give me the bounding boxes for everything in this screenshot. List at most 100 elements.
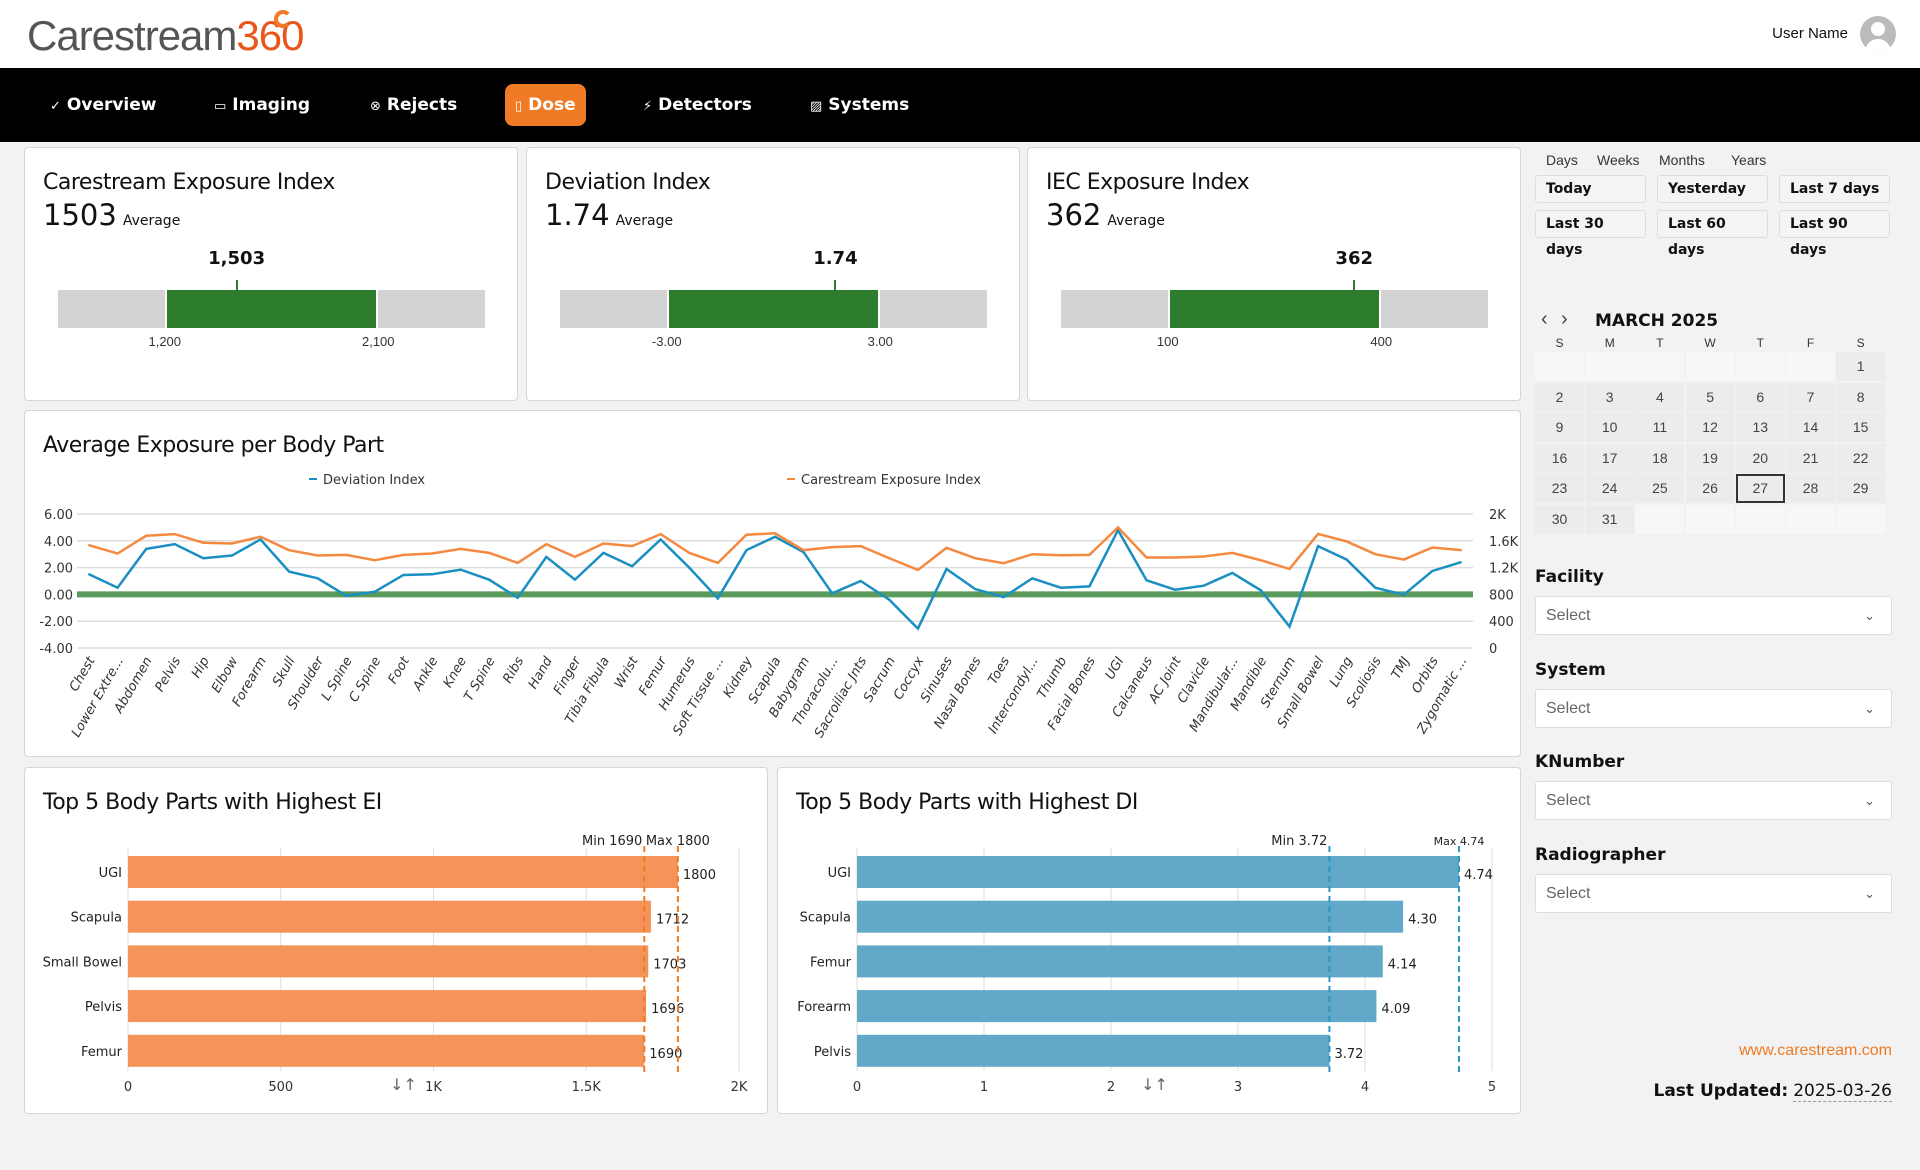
quick-range-button[interactable]: Last 60 days [1657, 210, 1768, 258]
chevron-down-icon: ⌄ [1864, 608, 1875, 623]
radiographer-select[interactable]: Select ⌄ [1535, 874, 1892, 913]
x-axis-label: Foot [386, 654, 414, 687]
calendar-day[interactable]: 18 [1635, 443, 1685, 473]
bar[interactable] [857, 990, 1377, 1023]
calendar-day[interactable]: 26 [1685, 474, 1735, 504]
calendar-day[interactable]: 9 [1535, 413, 1584, 443]
gauge-high-label: 3.00 [867, 334, 893, 349]
user-name[interactable]: User Name [1772, 25, 1848, 42]
systems-icon: ▨ [810, 99, 823, 114]
calendar-day[interactable]: 30 [1535, 505, 1584, 534]
period-tab-years[interactable]: Years [1731, 152, 1767, 168]
calendar-day[interactable]: 29 [1836, 474, 1886, 504]
data-point [573, 578, 576, 581]
data-point [459, 568, 462, 571]
nav-tab-rejects[interactable]: ⊗ Rejects [360, 84, 467, 126]
quick-range-button[interactable]: Last 7 days [1779, 175, 1890, 203]
calendar-day[interactable]: 2 [1535, 382, 1584, 412]
calendar-day[interactable]: 4 [1635, 382, 1685, 412]
calendar-day-name: T [1656, 336, 1664, 350]
avatar-icon[interactable] [1860, 16, 1896, 52]
calendar-day[interactable]: 23 [1535, 474, 1584, 504]
quick-range-button[interactable]: Last 30 days [1535, 210, 1646, 258]
right-axis-tick: 2K [1489, 508, 1506, 523]
kpi-title: IEC Exposure Index [1046, 170, 1250, 195]
nav-tab-dose[interactable]: ▯ Dose [505, 84, 586, 126]
quick-range-button[interactable]: Today [1535, 175, 1646, 203]
calendar-day[interactable]: 3 [1585, 382, 1635, 412]
sort-icon[interactable]: ↓↑ [1141, 1075, 1168, 1094]
calendar-day[interactable]: 17 [1585, 443, 1635, 473]
calendar-day[interactable]: 21 [1786, 443, 1835, 473]
calendar-next-icon[interactable]: › [1561, 308, 1568, 330]
quick-range-button[interactable]: Last 90 days [1779, 210, 1890, 258]
bar[interactable] [128, 945, 649, 978]
calendar-day[interactable]: 15 [1836, 413, 1886, 443]
knumber-select[interactable]: Select ⌄ [1535, 781, 1892, 820]
nav-tab-imaging[interactable]: ▭ Imaging [204, 84, 320, 126]
facility-select[interactable]: Select ⌄ [1535, 596, 1892, 635]
calendar-day[interactable]: 24 [1585, 474, 1635, 504]
nav-tab-label: Overview [66, 95, 157, 115]
calendar-day[interactable]: 10 [1585, 413, 1635, 443]
top5-ei-card: Top 5 Body Parts with Highest EI 0 500 1K 1… [24, 767, 768, 1114]
bar[interactable] [128, 900, 652, 933]
bar[interactable] [128, 990, 647, 1023]
bar[interactable] [128, 856, 678, 888]
period-tab-months[interactable]: Months [1659, 152, 1705, 168]
bar[interactable] [128, 1034, 645, 1067]
nav-tab-overview[interactable]: ✓ Overview [40, 84, 167, 126]
select-value: Select [1546, 607, 1591, 624]
calendar-day[interactable]: 22 [1836, 443, 1886, 473]
nav-tab-detectors[interactable]: ⚡ Detectors [633, 84, 762, 126]
data-point [974, 557, 977, 560]
calendar-day[interactable]: 27 [1735, 474, 1785, 504]
detectors-icon: ⚡ [643, 99, 653, 114]
calendar-day[interactable]: 31 [1585, 505, 1635, 534]
website-link[interactable]: www.carestream.com [1739, 1042, 1892, 1059]
calendar-day[interactable]: 8 [1836, 382, 1886, 412]
data-point [116, 586, 119, 589]
legend-label: Carestream Exposure Index [801, 473, 981, 488]
bar-value-label: 4.30 [1408, 913, 1437, 928]
sort-icon[interactable]: ↓↑ [390, 1075, 417, 1094]
calendar-day[interactable]: 1 [1836, 352, 1886, 381]
data-point [1460, 549, 1462, 552]
calendar-day[interactable]: 6 [1735, 382, 1785, 412]
calendar-day[interactable]: 19 [1685, 443, 1735, 473]
right-axis-tick: 800 [1489, 588, 1514, 603]
calendar-day[interactable]: 13 [1735, 413, 1785, 443]
data-point [659, 533, 662, 536]
calendar-day[interactable]: 12 [1685, 413, 1735, 443]
bar[interactable] [857, 900, 1404, 933]
system-select[interactable]: Select ⌄ [1535, 689, 1892, 728]
calendar-day[interactable]: 20 [1735, 443, 1785, 473]
bar[interactable] [857, 945, 1383, 978]
select-value: Select [1546, 700, 1591, 717]
quick-range-button[interactable]: Yesterday [1657, 175, 1768, 203]
period-tab-days[interactable]: Days [1546, 152, 1578, 168]
data-point [1374, 553, 1377, 556]
gauge-high-label: 2,100 [361, 334, 395, 349]
calendar-day[interactable]: 11 [1635, 413, 1685, 443]
calendar-day-name: F [1806, 336, 1815, 350]
data-point [1031, 553, 1034, 556]
bar[interactable] [857, 1034, 1330, 1067]
calendar-prev-icon[interactable]: ‹ [1541, 308, 1548, 330]
data-point [716, 561, 719, 564]
calendar-empty-cell [1735, 352, 1785, 381]
calendar-month: MARCH 2025 [1595, 311, 1719, 331]
nav-tab-systems[interactable]: ▨ Systems [800, 84, 919, 126]
calendar-day[interactable]: 5 [1685, 382, 1735, 412]
calendar-day[interactable]: 16 [1535, 443, 1584, 473]
data-point [1202, 584, 1205, 587]
avg-exposure-line-chart: -4.00 0 -2.00 400 0.00 800 2.00 1.2K 4.00 1.6K 6.0… [39, 473, 1518, 741]
calendar-day[interactable]: 7 [1786, 382, 1835, 412]
calendar-day[interactable]: 28 [1786, 474, 1835, 504]
data-point [145, 534, 148, 537]
calendar-day[interactable]: 14 [1786, 413, 1835, 443]
period-tab-weeks[interactable]: Weeks [1597, 152, 1640, 168]
bar[interactable] [857, 856, 1459, 888]
data-point [774, 532, 776, 535]
calendar-day[interactable]: 25 [1635, 474, 1685, 504]
